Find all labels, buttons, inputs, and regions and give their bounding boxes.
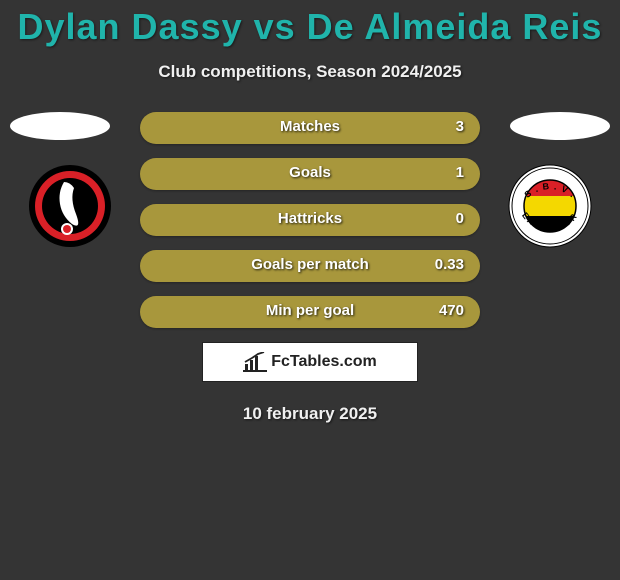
stat-value: 0	[456, 210, 464, 227]
club-badge-right: S . B . V . EXCELSIOR	[500, 164, 600, 249]
stat-label: Matches	[280, 118, 340, 135]
stat-row-hattricks: Hattricks 0	[140, 204, 480, 236]
comparison-content: S . B . V . EXCELSIOR Matches 3 Goals 1 …	[0, 112, 620, 424]
brand-text: FcTables.com	[271, 353, 377, 371]
season-subtitle: Club competitions, Season 2024/2025	[0, 62, 620, 82]
stat-label: Min per goal	[266, 302, 354, 319]
stat-value: 1	[456, 164, 464, 181]
stat-row-goals: Goals 1	[140, 158, 480, 190]
stat-row-matches: Matches 3	[140, 112, 480, 144]
comparison-title: Dylan Dassy vs De Almeida Reis	[0, 0, 620, 48]
stat-row-mpg: Min per goal 470	[140, 296, 480, 328]
stat-value: 470	[439, 302, 464, 319]
date-line: 10 february 2025	[0, 404, 620, 424]
stat-list: Matches 3 Goals 1 Hattricks 0 Goals per …	[140, 112, 480, 328]
brand-attribution: FcTables.com	[202, 342, 418, 382]
club-badge-left	[20, 164, 120, 249]
player-avatar-left	[10, 112, 110, 140]
stat-value: 3	[456, 118, 464, 135]
stat-label: Goals	[289, 164, 331, 181]
stat-label: Goals per match	[251, 256, 369, 273]
stat-row-gpm: Goals per match 0.33	[140, 250, 480, 282]
chart-icon	[243, 352, 267, 372]
stat-value: 0.33	[435, 256, 464, 273]
player-avatar-right	[510, 112, 610, 140]
stat-label: Hattricks	[278, 210, 342, 227]
